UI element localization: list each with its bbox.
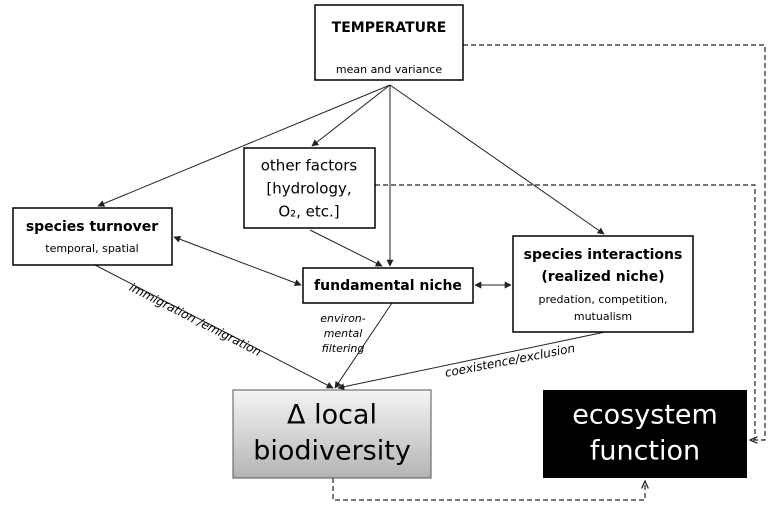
node-title: TEMPERATURE	[332, 20, 447, 36]
node-subtitle: temporal, spatial	[45, 242, 138, 255]
dashed-arrow	[463, 44, 766, 440]
edge-label: mental	[324, 327, 363, 340]
ecosystem-box	[543, 390, 747, 478]
other-factors-box	[243, 147, 376, 229]
node-subline: predation, competition,	[539, 293, 668, 306]
node-line: ecosystem	[572, 400, 718, 431]
node-line: biodiversity	[253, 436, 411, 467]
interactions-box	[512, 235, 694, 333]
node-line: species interactions	[524, 247, 683, 263]
dashed-arrow	[375, 184, 756, 440]
node-line: O₂, etc.]	[278, 203, 339, 221]
edge-label: immigration /emigration	[127, 280, 264, 359]
niche-box	[302, 267, 474, 304]
node-line: other factors	[261, 157, 358, 175]
biodiversity-box	[232, 389, 432, 479]
node-line: [hydrology,	[266, 180, 351, 198]
node-line: function	[590, 436, 700, 467]
dashed-arrow	[332, 478, 645, 501]
node-subline: mutualism	[574, 310, 632, 323]
node-subtitle: mean and variance	[336, 63, 442, 76]
edge-label: filtering	[322, 342, 365, 355]
node-line: Δ local	[287, 400, 377, 431]
node-title: fundamental niche	[314, 278, 462, 294]
node-title: species turnover	[26, 219, 158, 235]
node-line: (realized niche)	[541, 269, 664, 285]
turnover-box	[12, 207, 173, 266]
edge-label: environ-	[320, 312, 366, 325]
temperature-box	[314, 4, 464, 81]
edge-label: coexistence/exclusion	[444, 341, 577, 380]
arrows	[94, 84, 606, 391]
